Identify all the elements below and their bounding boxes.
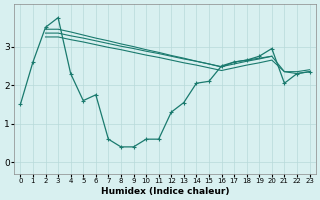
X-axis label: Humidex (Indice chaleur): Humidex (Indice chaleur) — [101, 187, 229, 196]
